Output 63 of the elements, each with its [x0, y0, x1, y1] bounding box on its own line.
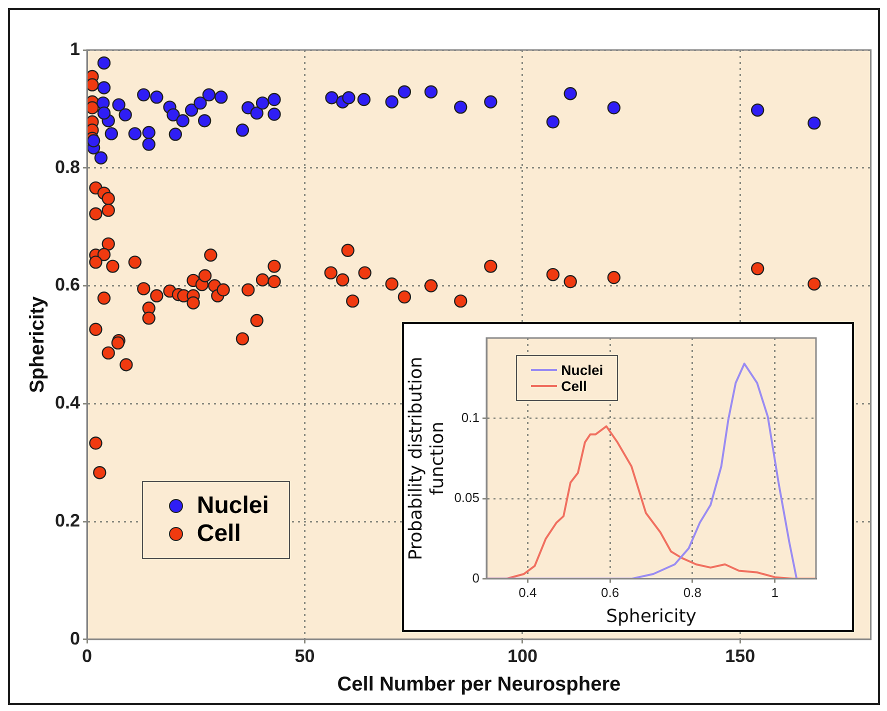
point: [268, 92, 281, 106]
point: [750, 104, 764, 117]
y-tick-label: 1: [70, 38, 80, 59]
y-tick-label: 0.6: [54, 274, 80, 295]
x-tick-label: 50: [294, 646, 315, 666]
y-axis-title: Sphericity: [26, 295, 49, 394]
point: [214, 90, 228, 104]
point: [168, 128, 182, 141]
point: [112, 98, 126, 112]
point: [87, 134, 100, 148]
point: [97, 81, 111, 94]
x-tick-label: 1: [771, 585, 778, 600]
point: [484, 95, 498, 108]
point: [256, 96, 270, 110]
x-axis-title: Sphericity: [606, 606, 697, 627]
y-tick-label: 0.8: [54, 156, 80, 177]
point: [357, 92, 371, 106]
x-tick-label: 0.4: [518, 585, 537, 600]
point: [268, 108, 281, 121]
point: [137, 88, 150, 102]
legend-label: Nuclei: [196, 492, 269, 520]
point: [104, 127, 118, 140]
point: [176, 114, 190, 128]
y-tick-label: 0.1: [461, 410, 480, 425]
point: [128, 127, 142, 140]
point: [166, 108, 180, 122]
x-tick-label: 150: [725, 646, 756, 666]
point: [97, 56, 111, 70]
point: [454, 100, 468, 114]
point: [184, 104, 198, 117]
point: [202, 88, 216, 102]
y-axis-title: Probability distribution function: [405, 356, 448, 560]
point: [94, 151, 108, 164]
legend-label: Cell: [196, 520, 241, 548]
point: [194, 96, 207, 110]
point: [607, 101, 620, 114]
point: [546, 115, 560, 129]
point: [808, 116, 821, 130]
point: [325, 91, 338, 104]
point: [198, 114, 212, 128]
point: [236, 124, 250, 137]
y-tick-label: 0: [472, 570, 480, 586]
y-tick-label: 0: [70, 628, 80, 648]
x-axis-title: Cell Number per Neurosphere: [337, 674, 621, 696]
x-tick-label: 100: [507, 646, 538, 666]
point: [398, 85, 412, 98]
x-tick-label: 0.8: [683, 585, 702, 600]
legend-label: Nuclei: [561, 362, 604, 378]
point: [424, 85, 438, 98]
point: [142, 126, 156, 140]
y-tick-label: 0.05: [454, 490, 480, 506]
point: [250, 106, 264, 120]
point: [385, 95, 398, 108]
point: [118, 108, 132, 122]
point: [150, 90, 164, 104]
point: [564, 87, 577, 100]
legend-label: Cell: [561, 378, 587, 394]
point: [342, 91, 356, 104]
point: [142, 138, 156, 151]
point: [97, 106, 111, 120]
y-tick-label: 0.2: [54, 510, 80, 530]
y-tick-label: 0.4: [54, 392, 80, 413]
x-tick-label: 0.6: [601, 585, 620, 600]
